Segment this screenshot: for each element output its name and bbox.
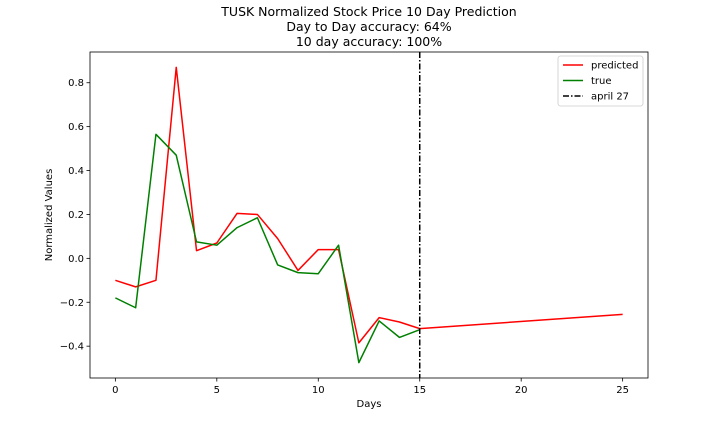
y-axis-label: Normalized Values bbox=[44, 169, 55, 262]
y-tick-label: 0.6 bbox=[68, 122, 84, 133]
title-line-2: Day to Day accuracy: 64% bbox=[286, 19, 451, 34]
y-tick-label: −0.2 bbox=[60, 298, 84, 309]
plot-area bbox=[115, 52, 623, 378]
legend-label-predicted: predicted bbox=[591, 61, 638, 72]
legend-box bbox=[557, 55, 644, 107]
x-tick-label: 20 bbox=[515, 385, 528, 396]
title-line-1: TUSK Normalized Stock Price 10 Day Predi… bbox=[220, 4, 516, 19]
x-tick-label: 0 bbox=[112, 385, 118, 396]
title-line-3: 10 day accuracy: 100% bbox=[296, 34, 442, 49]
x-tick-label: 15 bbox=[413, 385, 426, 396]
y-tick-label: 0.8 bbox=[68, 78, 84, 89]
series-line-predicted bbox=[115, 66, 623, 344]
y-tick-label: −0.4 bbox=[60, 342, 84, 353]
x-tick-label: 5 bbox=[214, 385, 220, 396]
chart-title: TUSK Normalized Stock Price 10 Day Predi… bbox=[220, 4, 516, 49]
y-tick-label: 0.0 bbox=[68, 254, 84, 265]
x-axis-label: Days bbox=[357, 399, 382, 410]
y-tick-label: 0.2 bbox=[68, 210, 84, 221]
legend-label-april-27: april 27 bbox=[591, 92, 629, 103]
axes: 0 5 10 15 20 25 −0.4 −0.2 0.0 0.2 0.4 0.6 0.8 bbox=[60, 51, 649, 396]
plot-frame bbox=[89, 51, 649, 379]
legend-label-true: true bbox=[591, 76, 612, 87]
y-tick-label: 0.4 bbox=[68, 166, 84, 177]
series-line-true bbox=[115, 133, 420, 364]
x-tick-label: 10 bbox=[312, 385, 325, 396]
x-tick-label: 25 bbox=[616, 385, 629, 396]
legend: predicted true april 27 bbox=[557, 55, 644, 107]
